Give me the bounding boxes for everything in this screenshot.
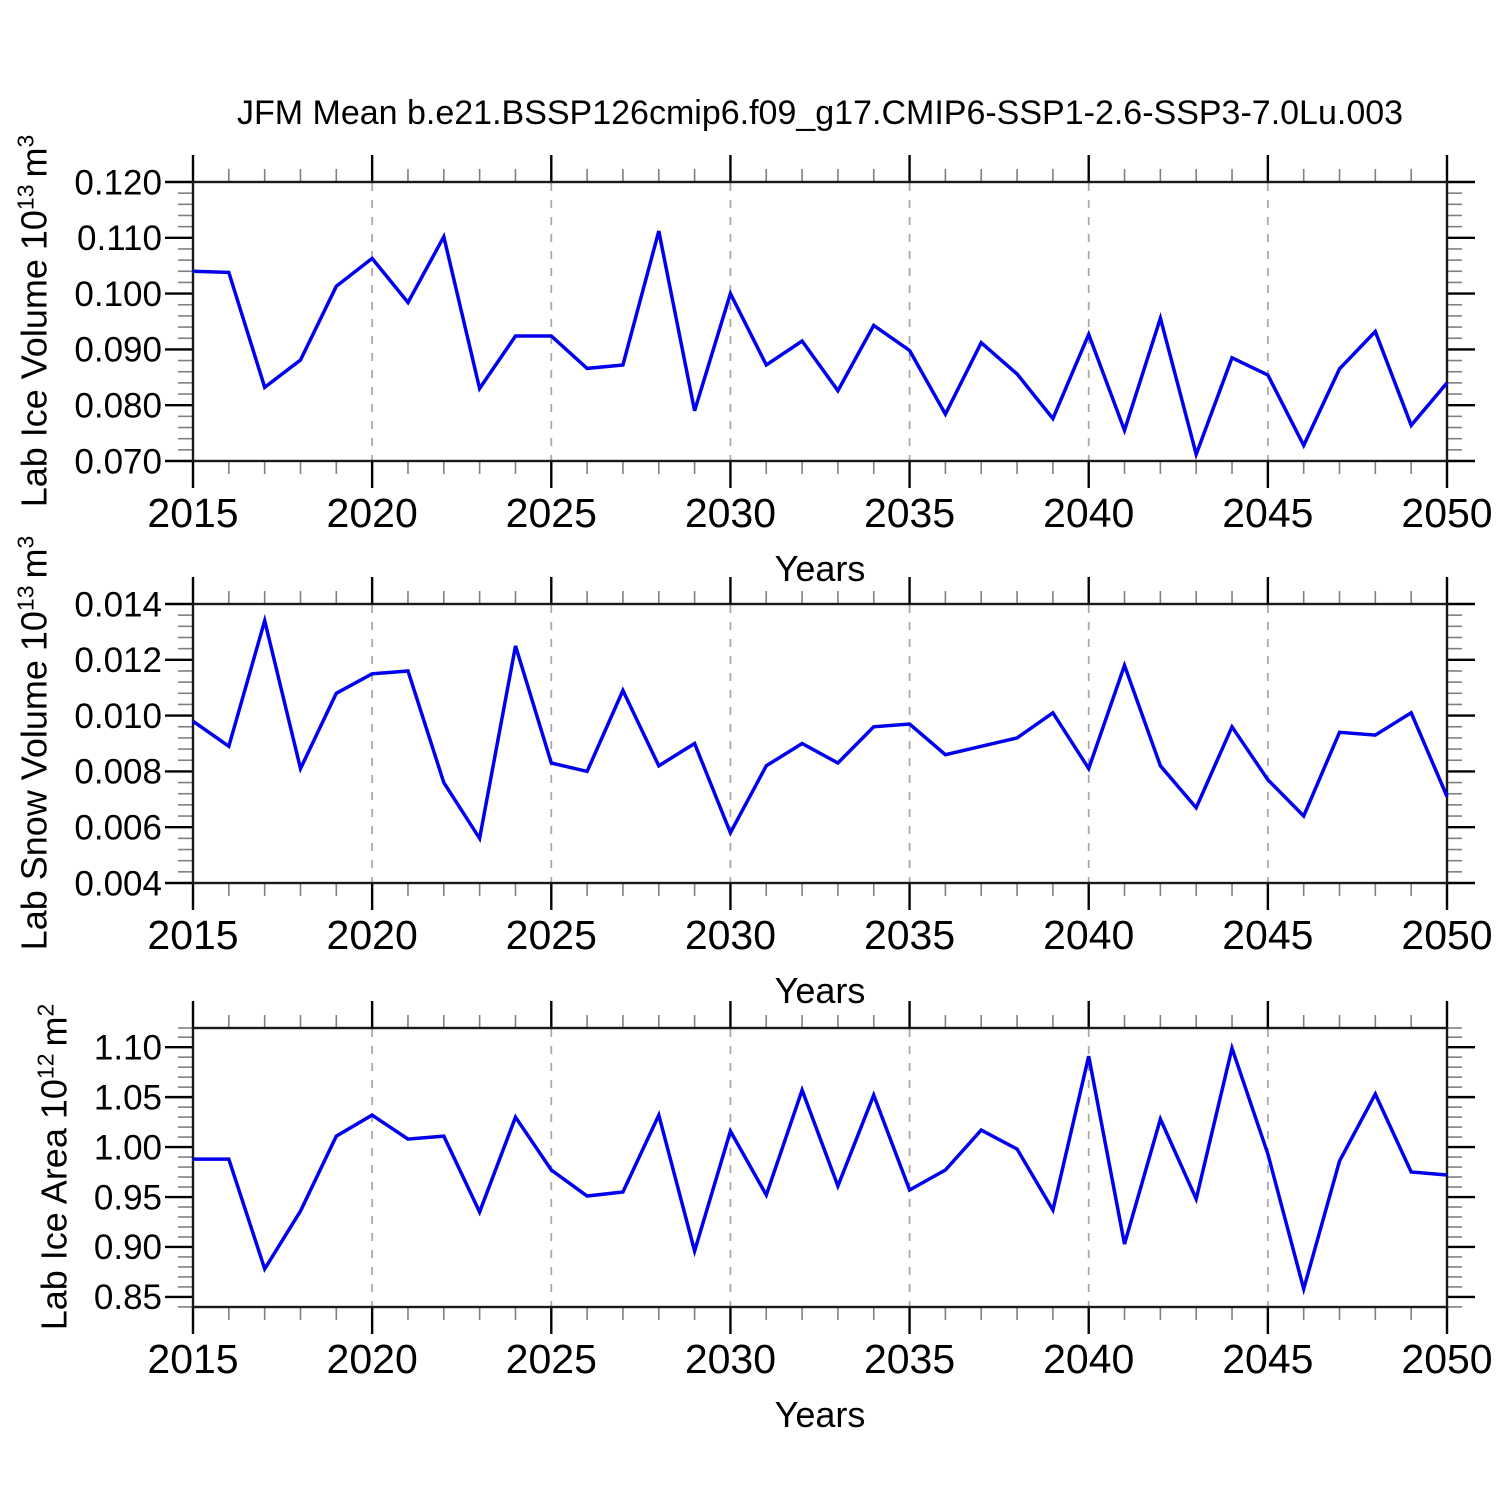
x-tick-label: 2040 (1043, 912, 1134, 958)
x-axis-title-3: Years (774, 1394, 866, 1435)
y-tick-label: 0.100 (74, 275, 162, 314)
x-tick-label: 2015 (147, 490, 238, 536)
panel-3-group: 2015 2020 2025 2030 2035 2040 2045 2050 0.85 0.90… (94, 1001, 1493, 1382)
x-tick-label: 2030 (685, 490, 776, 536)
y-tick-label: 0.010 (74, 697, 162, 736)
x-tick-label: 2015 (147, 1336, 238, 1382)
panel-1-ticks (165, 155, 1475, 488)
x-tick-label: 2045 (1222, 912, 1313, 958)
x-axis-title-2: Years (774, 970, 866, 1011)
power-exponent: 13 (12, 585, 39, 612)
unit-exponent: 3 (12, 535, 39, 549)
power-exponent: 13 (12, 184, 39, 211)
panel-3-gridlines (371, 1029, 1269, 1306)
y-tick-label: 1.05 (94, 1078, 162, 1117)
x-tick-label: 2030 (685, 1336, 776, 1382)
unit-exponent: 2 (32, 1003, 59, 1017)
y-axis-title-ice-area: Lab Ice Area 1012 m2 (33, 1004, 76, 1331)
y-tick-label: 0.014 (74, 585, 162, 624)
chart-title: JFM Mean b.e21.BSSP126cmip6.f09_g17.CMIP… (236, 94, 1404, 132)
power-base: 10 (13, 210, 55, 251)
panel-2-tick-labels: 2015 2020 2025 2030 2035 2040 2045 2050 0.004 0.0… (74, 585, 1492, 958)
panel-3-line (193, 1041, 1448, 1296)
panel-2-ticks (165, 577, 1475, 910)
y-tick-label: 0.090 (74, 331, 162, 370)
y-tick-label: 1.00 (94, 1128, 162, 1167)
y-axis-title-text: Lab Snow Volume (13, 660, 55, 951)
y-tick-label: 0.110 (77, 219, 162, 258)
unit: m (33, 1016, 75, 1047)
power-exponent: 12 (32, 1053, 59, 1080)
panel-2-frame (191, 602, 1449, 885)
y-axis-title-snow-volume: Lab Snow Volume 1013 m3 (13, 536, 56, 951)
x-tick-label: 2050 (1401, 1336, 1492, 1382)
unit: m (13, 548, 55, 579)
panel-3-frame (191, 1026, 1449, 1309)
y-tick-label: 0.006 (74, 808, 162, 847)
power-base: 10 (33, 1079, 75, 1120)
y-tick-label: 0.95 (94, 1178, 162, 1217)
panel-3-tick-labels: 2015 2020 2025 2030 2035 2040 2045 2050 0.85 0.90… (94, 1028, 1493, 1382)
y-tick-label: 0.120 (74, 163, 162, 202)
panel-2-line (191, 613, 1449, 844)
panel-1-gridlines (371, 183, 1269, 460)
panel-1-frame (191, 180, 1449, 463)
y-axis-title-text: Lab Ice Area (33, 1128, 75, 1331)
y-tick-label: 0.012 (74, 641, 162, 680)
power-base: 10 (13, 611, 55, 652)
x-tick-label: 2045 (1222, 490, 1313, 536)
x-tick-label: 2045 (1222, 1336, 1313, 1382)
x-tick-label: 2050 (1401, 490, 1492, 536)
y-axis-title-text: Lab Ice Volume (13, 259, 55, 508)
y-axis-title-ice-volume: Lab Ice Volume 1013 m3 (13, 135, 56, 508)
x-tick-label: 2035 (864, 490, 955, 536)
panel-2-gridlines (371, 605, 1269, 882)
x-tick-label: 2020 (327, 490, 418, 536)
y-tick-label: 0.008 (74, 753, 162, 792)
x-tick-label: 2015 (147, 912, 238, 958)
y-tick-label: 1.10 (94, 1028, 162, 1067)
x-tick-label: 2035 (864, 912, 955, 958)
unit: m (13, 147, 55, 178)
x-tick-label: 2025 (506, 1336, 597, 1382)
panel-3-ticks (165, 1001, 1475, 1334)
panel-2-group: 2015 2020 2025 2030 2035 2040 2045 2050 0.004 0.0… (74, 577, 1493, 958)
panel-1-tick-labels: 2015 2020 2025 2030 2035 2040 2045 2050 0.070 0.0… (74, 163, 1492, 536)
y-tick-label: 0.004 (74, 864, 162, 903)
x-tick-label: 2020 (327, 1336, 418, 1382)
x-tick-label: 2030 (685, 912, 776, 958)
x-tick-label: 2040 (1043, 490, 1134, 536)
x-tick-label: 2040 (1043, 1336, 1134, 1382)
x-tick-label: 2020 (327, 912, 418, 958)
panel-1-line (192, 230, 1449, 461)
unit-exponent: 3 (12, 134, 39, 148)
y-tick-label: 0.070 (74, 442, 162, 481)
x-tick-label: 2050 (1401, 912, 1492, 958)
x-tick-label: 2025 (506, 490, 597, 536)
panel-1-group: 2015 2020 2025 2030 2035 2040 2045 2050 0.070 0.0… (74, 155, 1493, 536)
y-tick-label: 0.90 (94, 1228, 162, 1267)
y-tick-label: 0.080 (74, 386, 162, 425)
x-tick-label: 2035 (864, 1336, 955, 1382)
x-axis-title-1: Years (774, 548, 866, 589)
x-tick-label: 2025 (506, 912, 597, 958)
y-tick-label: 0.85 (94, 1278, 162, 1317)
